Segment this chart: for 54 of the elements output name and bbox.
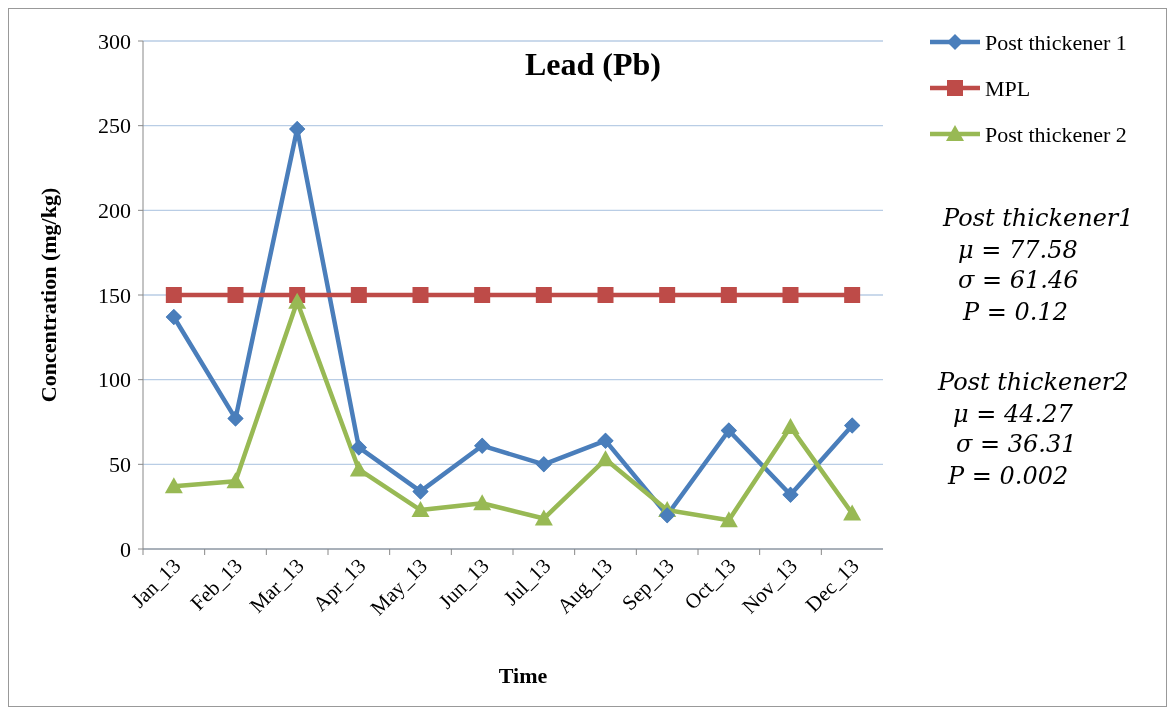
point xyxy=(165,309,182,326)
point xyxy=(288,292,307,309)
point xyxy=(535,456,552,473)
point xyxy=(412,287,429,303)
point xyxy=(227,287,244,303)
x-axis-title: Time xyxy=(498,663,548,688)
point xyxy=(596,450,615,467)
point xyxy=(164,477,183,494)
point xyxy=(597,432,614,449)
point xyxy=(659,287,676,303)
text: μ = 44.27 xyxy=(953,400,1074,428)
text: μ = 77.58 xyxy=(958,236,1078,264)
text: Post thickener2 xyxy=(937,368,1129,396)
legend-label: Post thickener 2 xyxy=(985,121,1127,147)
text: Post thickener1 xyxy=(942,204,1134,232)
point xyxy=(659,507,676,524)
y-tick-label: 300 xyxy=(98,28,131,54)
point xyxy=(227,410,244,427)
point xyxy=(165,287,182,303)
y-axis-title: Concentration (mg/kg) xyxy=(36,187,61,403)
point xyxy=(350,287,367,303)
point xyxy=(350,439,367,456)
text: P = 0.12 xyxy=(962,298,1068,326)
point xyxy=(535,287,552,303)
y-tick-label: 150 xyxy=(98,282,131,308)
point xyxy=(843,504,862,521)
y-tick-label: 0 xyxy=(120,536,131,562)
point xyxy=(782,486,799,503)
point xyxy=(720,287,737,303)
point xyxy=(720,422,737,439)
point xyxy=(597,287,614,303)
point xyxy=(534,509,553,526)
point xyxy=(412,483,429,500)
point xyxy=(474,437,491,454)
point xyxy=(719,511,738,528)
legend-label: Post thickener 1 xyxy=(985,29,1127,55)
text: σ = 61.46 xyxy=(958,266,1079,294)
point xyxy=(782,287,799,303)
text: P = 0.002 xyxy=(947,462,1069,490)
point xyxy=(844,287,861,303)
y-tick-label: 100 xyxy=(98,367,131,393)
point xyxy=(473,494,492,511)
point xyxy=(226,472,245,489)
point xyxy=(411,501,430,518)
point xyxy=(781,418,800,435)
point xyxy=(474,287,491,303)
y-tick-label: 250 xyxy=(98,113,131,139)
legend-label: MPL xyxy=(985,75,1031,101)
chart-title: Lead (Pb) xyxy=(525,46,661,82)
y-tick-label: 200 xyxy=(98,198,131,224)
text: σ = 36.31 xyxy=(956,430,1077,458)
point xyxy=(349,460,368,477)
y-tick-label: 50 xyxy=(109,452,131,478)
point xyxy=(844,417,861,434)
